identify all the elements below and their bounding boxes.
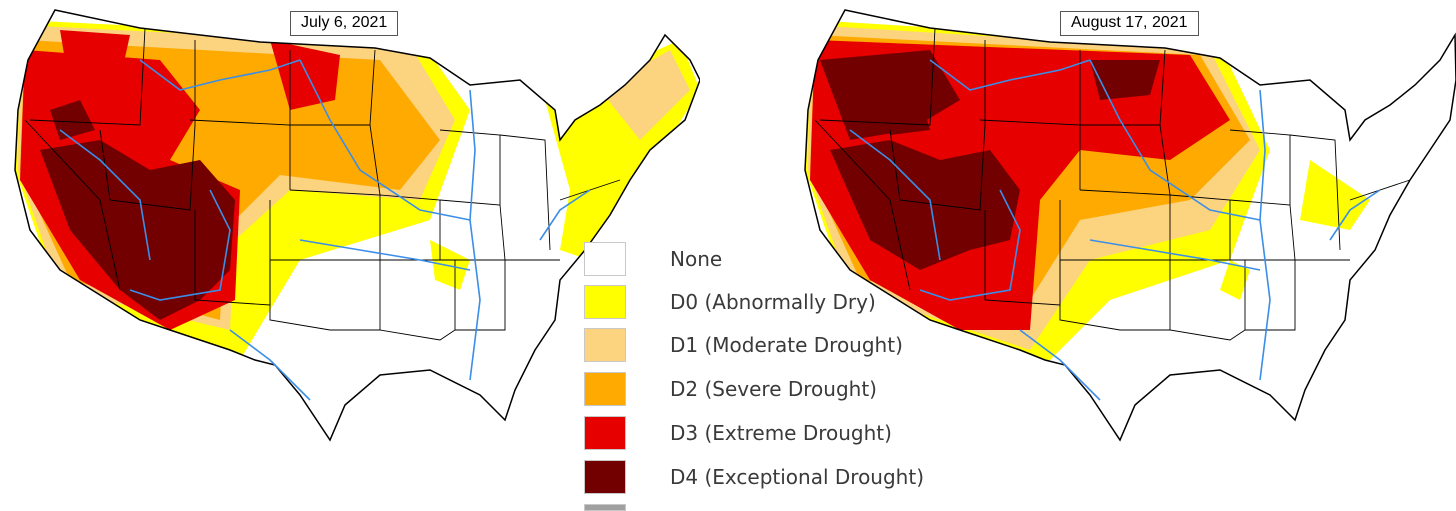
legend-swatch-d3: [584, 416, 626, 450]
us-map-july: [14, 9, 700, 442]
legend-label-none: None: [670, 247, 723, 271]
legend-label-d1: D1 (Moderate Drought): [670, 333, 903, 357]
drought-shading-august: [805, 10, 1456, 440]
rivers: [59, 59, 591, 401]
drought-legend: None D0 (Abnormally Dry) D1 (Moderate Dr…: [584, 242, 964, 511]
legend-item-d3: D3 (Extreme Drought): [584, 416, 964, 452]
legend-swatch-d0: [584, 285, 626, 319]
state-borders: [814, 27, 1411, 341]
us-map-august: [804, 9, 1456, 442]
map-date-label-august: August 17, 2021: [1060, 11, 1199, 36]
legend-swatch-cutoff: [584, 504, 626, 511]
legend-swatch-none: [584, 242, 626, 276]
legend-item-d4: D4 (Exceptional Drought): [584, 460, 964, 496]
us-outline: [804, 9, 1456, 442]
legend-item-none: None: [584, 242, 964, 278]
legend-label-d2: D2 (Severe Drought): [670, 377, 877, 401]
legend-swatch-d1: [584, 328, 626, 362]
legend-item-d0: D0 (Abnormally Dry): [584, 285, 964, 321]
legend-label-d0: D0 (Abnormally Dry): [670, 290, 876, 314]
legend-label-d4: D4 (Exceptional Drought): [670, 465, 924, 489]
legend-item-d2: D2 (Severe Drought): [584, 372, 964, 408]
legend-swatch-d4: [584, 460, 626, 494]
rivers: [849, 59, 1381, 401]
drought-map-august: August 17, 2021: [790, 0, 1456, 511]
drought-map-july: July 6, 2021: [0, 0, 700, 511]
map-date-label-july: July 6, 2021: [290, 11, 399, 36]
legend-swatch-d2: [584, 372, 626, 406]
legend-item-cutoff: [584, 504, 964, 511]
us-outline: [14, 9, 700, 442]
legend-item-d1: D1 (Moderate Drought): [584, 328, 964, 364]
legend-label-d3: D3 (Extreme Drought): [670, 421, 892, 445]
